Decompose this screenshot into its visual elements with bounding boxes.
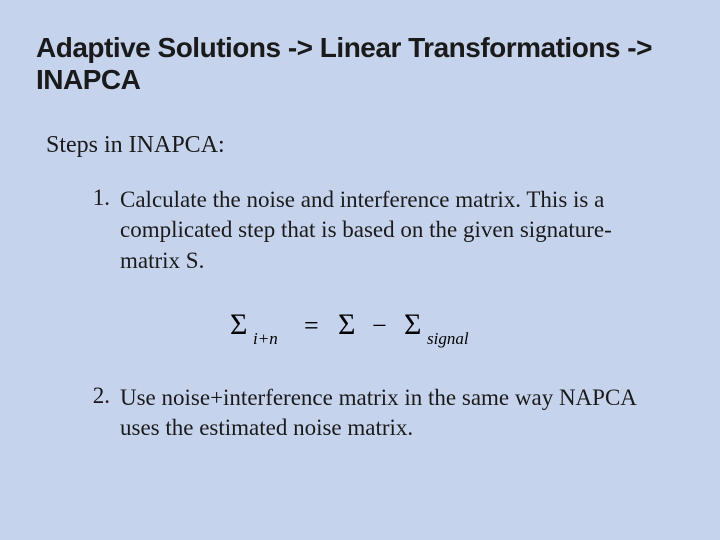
equation: Σ i+n = Σ − Σ signal: [86, 306, 644, 355]
list-number: 1.: [86, 185, 120, 276]
list-item: 1. Calculate the noise and interference …: [86, 185, 644, 276]
minus-sign: −: [372, 311, 387, 340]
section-subheading: Steps in INAPCA:: [46, 132, 684, 159]
list-text: Use noise+interference matrix in the sam…: [120, 383, 644, 444]
list-number: 2.: [86, 383, 120, 444]
breadcrumb-title: Adaptive Solutions -> Linear Transformat…: [36, 32, 684, 96]
sigma-symbol: Σ: [230, 308, 247, 341]
sigma-symbol: Σ: [338, 308, 355, 341]
list-item: 2. Use noise+interference matrix in the …: [86, 383, 644, 444]
subscript: signal: [427, 329, 469, 348]
list-text: Calculate the noise and interference mat…: [120, 185, 644, 276]
sigma-symbol: Σ: [404, 308, 421, 341]
equals-sign: =: [304, 311, 319, 340]
subscript: i+n: [253, 329, 278, 348]
steps-list: 1. Calculate the noise and interference …: [86, 185, 644, 444]
